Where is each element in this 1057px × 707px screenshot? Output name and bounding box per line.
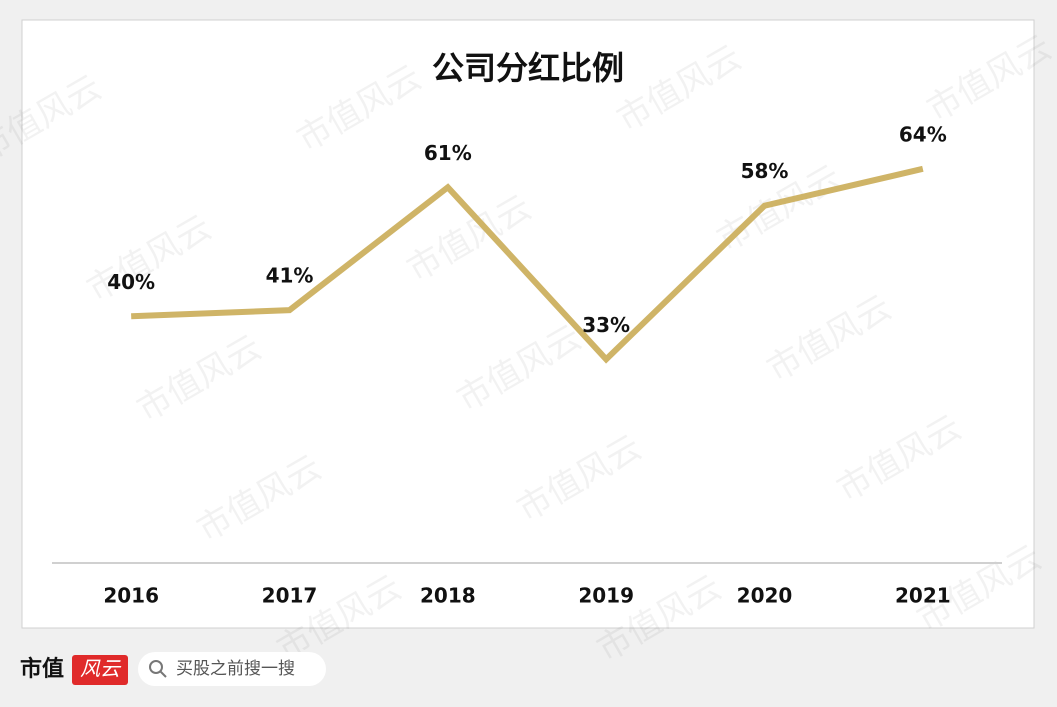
chart-card (21, 19, 1035, 629)
x-tick-label: 2018 (420, 584, 476, 608)
data-label: 41% (266, 264, 314, 288)
data-label: 40% (107, 270, 155, 294)
data-label: 64% (899, 122, 947, 146)
chart-title: 公司分红比例 (432, 49, 624, 87)
search-icon (149, 660, 163, 674)
x-tick-label: 2021 (895, 584, 951, 608)
brand: 市值 (20, 656, 64, 682)
search-text: 买股之前搜一搜 (176, 659, 295, 679)
logo: 风云 (80, 657, 122, 681)
x-tick-label: 2016 (103, 584, 159, 608)
data-label: 61% (424, 141, 472, 165)
x-tick-label: 2020 (737, 584, 793, 608)
data-label: 58% (741, 159, 789, 183)
line (131, 165, 924, 364)
x-tick-label: 2017 (262, 584, 318, 608)
logo-box (72, 655, 128, 685)
x-tick-label: 2019 (578, 584, 634, 608)
data-label: 33% (582, 313, 630, 337)
search-icon-handle (159, 670, 167, 678)
search-box[interactable] (138, 652, 326, 686)
